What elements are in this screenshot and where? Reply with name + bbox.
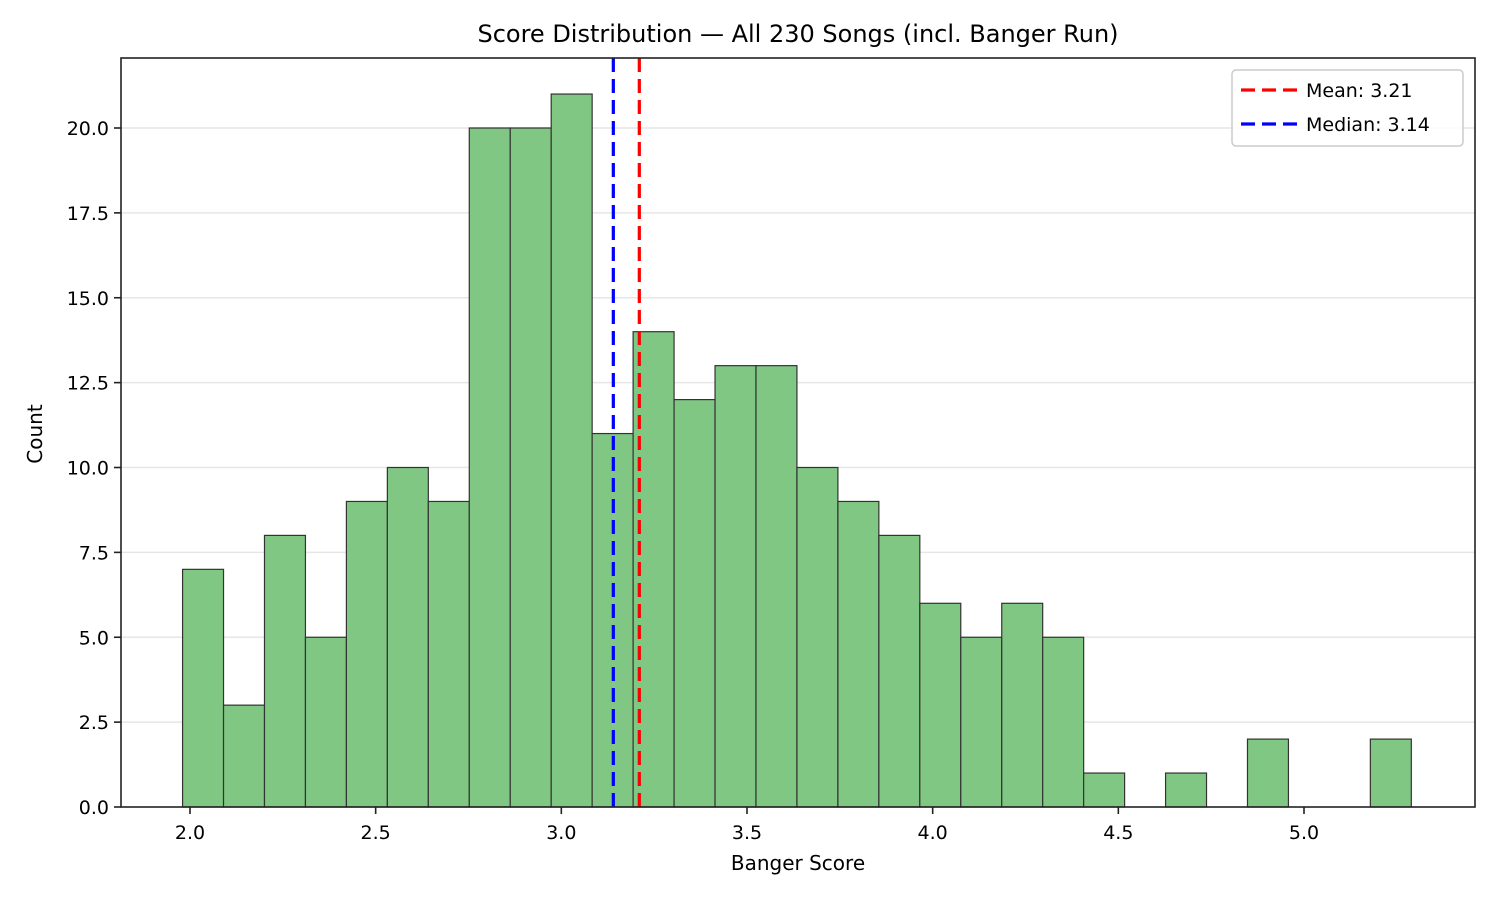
plot-frame xyxy=(120,57,1476,808)
histogram-bar xyxy=(1164,772,1208,808)
x-tick-label: 4.0 xyxy=(918,822,948,844)
x-tick-label: 2.0 xyxy=(175,822,205,844)
x-tick-label: 2.5 xyxy=(361,822,391,844)
histogram-bar xyxy=(304,636,348,808)
y-tick-label: 2.5 xyxy=(79,712,109,734)
histogram-bar xyxy=(1083,772,1126,808)
axes xyxy=(114,57,1476,814)
y-tick-label: 0.0 xyxy=(79,797,109,819)
histogram-bar xyxy=(468,127,511,808)
histogram-bar xyxy=(755,365,798,808)
histogram-bar xyxy=(591,432,634,808)
x-axis-label: Banger Score xyxy=(731,851,865,875)
histogram-bars xyxy=(181,93,1412,808)
legend-label: Median: 3.14 xyxy=(1306,114,1430,136)
y-tick-label: 7.5 xyxy=(79,542,109,564)
histogram-bar xyxy=(427,500,470,808)
x-tick-label: 3.0 xyxy=(546,822,576,844)
histogram-bar xyxy=(181,568,225,808)
histogram-bar xyxy=(673,399,716,808)
histogram-bar xyxy=(222,704,266,808)
x-tick-label: 5.0 xyxy=(1289,822,1319,844)
histogram-bar xyxy=(1369,738,1412,808)
y-tick-label: 17.5 xyxy=(67,203,109,225)
legend: Mean: 3.21 Median: 3.14 xyxy=(1231,69,1464,147)
histogram-bar xyxy=(919,602,962,808)
histogram-bar xyxy=(1246,738,1290,808)
y-tick-label: 5.0 xyxy=(79,627,109,649)
histogram-bar xyxy=(714,365,757,808)
histogram-bar xyxy=(837,500,880,808)
histogram-bar xyxy=(263,534,307,808)
x-tick-label: 3.5 xyxy=(732,822,762,844)
histogram-bar xyxy=(878,534,921,808)
x-tick-label: 4.5 xyxy=(1103,822,1133,844)
legend-label: Mean: 3.21 xyxy=(1306,80,1413,102)
y-tick-label: 20.0 xyxy=(67,118,109,140)
histogram-bar xyxy=(1042,636,1085,808)
y-tick-label: 15.0 xyxy=(67,288,109,310)
histogram-bar xyxy=(960,636,1003,808)
histogram-bar xyxy=(550,93,593,808)
histogram-bar xyxy=(796,466,839,808)
histogram-bar xyxy=(386,466,429,808)
histogram-bar xyxy=(509,127,552,808)
histogram-bar xyxy=(345,500,388,808)
y-axis-label: Count xyxy=(23,404,47,464)
y-tick-label: 12.5 xyxy=(67,373,109,395)
histogram-bar xyxy=(1001,602,1044,808)
y-tick-label: 10.0 xyxy=(67,458,109,480)
tick-labels: 0.0 2.5 5.0 7.5 10.0 12.5 15.0 17.5 20.0 2.0 2.5 3.… xyxy=(67,118,1319,844)
